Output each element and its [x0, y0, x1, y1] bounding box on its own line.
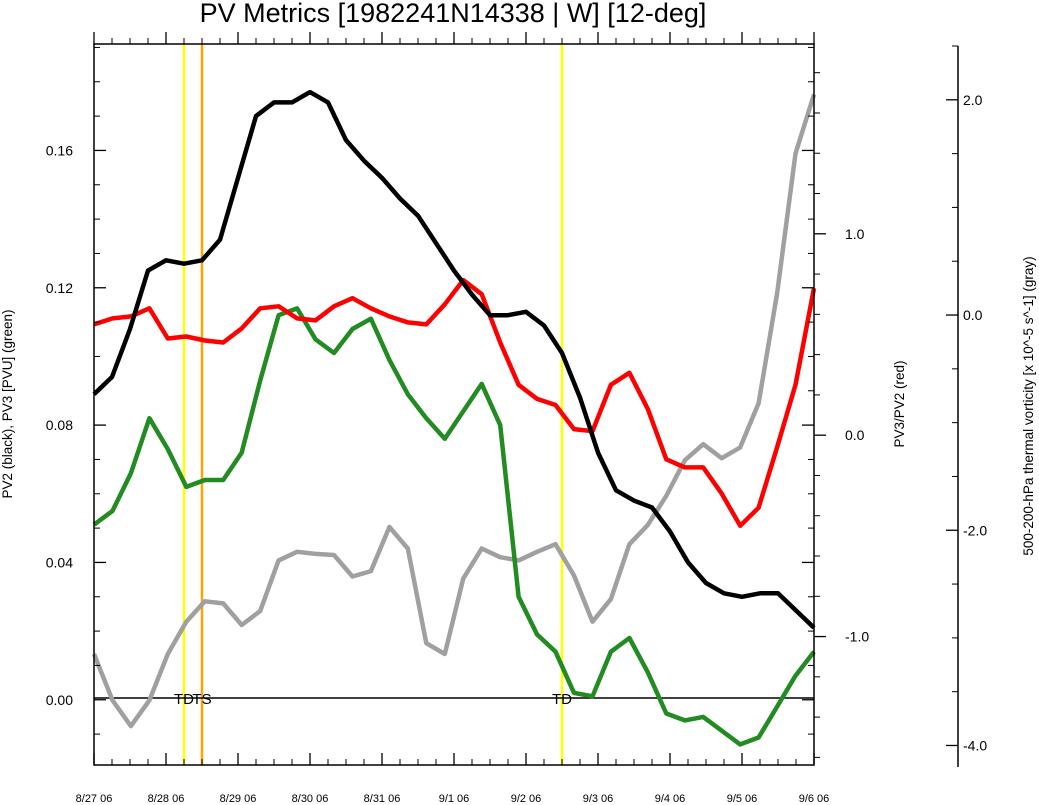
x-tick-label: 9/2 06: [511, 793, 542, 805]
event-label-2: TS: [192, 691, 211, 708]
right-inner-tick-label: 0.0: [845, 427, 865, 443]
event-label-3: TD: [552, 691, 572, 708]
right-inner-tick-label: -1.0: [845, 629, 869, 645]
left-tick-label: 0.00: [46, 692, 73, 708]
x-tick-label: 9/5 06: [727, 793, 758, 805]
left-tick-label: 0.12: [46, 280, 73, 296]
series-line-pv3: [92, 306, 816, 747]
left-tick-label: 0.04: [46, 554, 73, 570]
left-tick-label: 0.08: [46, 417, 73, 433]
series-line-pv2: [92, 89, 816, 630]
right-inner-tick-label: 1.0: [845, 226, 865, 242]
series-line-pv3-pv2: [93, 277, 817, 529]
left-tick-label: 0.16: [46, 142, 73, 158]
x-tick-label: 9/1 06: [439, 793, 470, 805]
x-tick-label: 9/3 06: [583, 793, 614, 805]
right-outer-tick-label: 2.0: [963, 92, 983, 108]
right-outer-tick-label: -2.0: [963, 522, 987, 538]
x-tick-label: 8/28 06: [148, 793, 185, 805]
x-tick-label: 8/27 06: [76, 793, 113, 805]
chart-title: PV Metrics [1982241N14338 | W] [12-deg]: [200, 0, 707, 28]
event-label-1: TD: [174, 691, 194, 708]
x-tick-label: 9/6 06: [799, 793, 830, 805]
x-tick-label: 8/31 06: [364, 793, 401, 805]
x-tick-label: 9/4 06: [655, 793, 686, 805]
left-axis-title: PV2 (black), PV3 [PVU] (green): [0, 309, 15, 498]
right-outer-tick-label: 0.0: [963, 307, 983, 323]
right-outer-tick-label: -4.0: [963, 737, 987, 753]
series-line-thermal-vorticity: [91, 93, 817, 729]
x-tick-label: 8/29 06: [220, 793, 257, 805]
right-inner-axis-title: PV3/PV2 (red): [892, 360, 907, 447]
right-outer-axis-title: 500-200-hPa thermal vorticity [x 10^-5 s…: [1021, 256, 1036, 555]
x-tick-label: 8/30 06: [292, 793, 329, 805]
